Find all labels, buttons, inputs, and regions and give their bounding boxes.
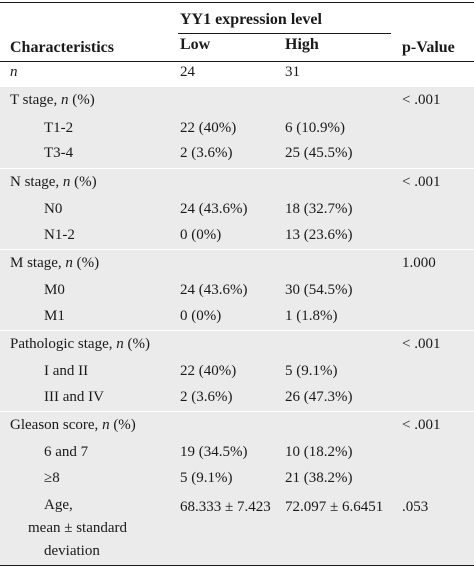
row-label: N0 [44, 201, 63, 217]
group-m-stage: M stage, n (%) 1.000 M0 24 (43.6%) 30 (5… [0, 249, 474, 330]
cell-low: 68.333 ± 7.423 [180, 499, 271, 515]
row-label: M1 [44, 308, 65, 324]
row-label: ≥8 [44, 470, 60, 486]
cell-pvalue: < .001 [402, 92, 441, 108]
group-n-stage: N stage, n (%) < .001 N0 24 (43.6%) 18 (… [0, 168, 474, 249]
cell-low: 24 [180, 64, 195, 80]
bottom-rule [0, 565, 474, 566]
cell-pvalue: < .001 [402, 174, 441, 190]
row-label: Pathologic stage, n (%) [10, 336, 150, 352]
cell-low: 0 (0%) [180, 227, 222, 243]
cell-high: 31 [285, 64, 300, 80]
group-rule [178, 33, 391, 34]
row-label: 6 and 7 [44, 444, 89, 460]
row-label: T3-4 [44, 145, 74, 161]
cell-high: 21 (38.2%) [285, 470, 353, 486]
cell-high: 10 (18.2%) [285, 444, 353, 460]
cell-pvalue: < .001 [402, 417, 441, 433]
cell-pvalue: 1.000 [402, 255, 436, 271]
row-label: I and II [44, 363, 89, 379]
cell-low: 24 (43.6%) [180, 201, 248, 217]
cell-high: 6 (10.9%) [285, 120, 345, 136]
cell-low: 0 (0%) [180, 308, 222, 324]
row-label: T stage, n (%) [10, 92, 95, 108]
cell-high: 18 (32.7%) [285, 201, 353, 217]
group-gleason-score: Gleason score, n (%) < .001 6 and 7 19 (… [0, 411, 474, 565]
cell-low: 2 (3.6%) [180, 145, 233, 161]
cell-high: 30 (54.5%) [285, 282, 353, 298]
group-t-stage: T stage, n (%) < .001 T1-2 22 (40%) 6 (1… [0, 87, 474, 169]
table-row: n 24 31 [0, 62, 474, 87]
col-high: High [285, 36, 319, 53]
cell-high: 13 (23.6%) [285, 227, 353, 243]
row-label: N stage, n (%) [10, 174, 97, 190]
group-pathologic-stage: Pathologic stage, n (%) < .001 I and II … [0, 330, 474, 411]
age-label-line3: deviation [44, 543, 100, 559]
cell-low: 2 (3.6%) [180, 389, 233, 405]
row-label: M stage, n (%) [10, 255, 100, 271]
col-characteristics: Characteristics [10, 39, 114, 56]
col-low: Low [180, 36, 211, 53]
cell-low: 19 (34.5%) [180, 444, 248, 460]
cell-low: 22 (40%) [180, 120, 237, 136]
row-label: N1-2 [44, 227, 75, 243]
group-title: YY1 expression level [180, 11, 322, 28]
age-label-line1: Age, [44, 497, 73, 513]
row-label: Gleason score, n (%) [10, 417, 136, 433]
table-header: YY1 expression level Characteristics Low… [0, 0, 474, 62]
cell-pvalue: .053 [402, 499, 429, 515]
cell-high: 5 (9.1%) [285, 363, 338, 379]
row-label: M0 [44, 282, 65, 298]
row-label: III and IV [44, 389, 104, 405]
age-label-line2: mean ± standard [28, 520, 128, 536]
cell-high: 25 (45.5%) [285, 145, 353, 161]
cell-low: 5 (9.1%) [180, 470, 233, 486]
cell-pvalue: < .001 [402, 336, 441, 352]
cell-high: 26 (47.3%) [285, 389, 353, 405]
cell-low: 22 (40%) [180, 363, 237, 379]
row-label: n [10, 64, 18, 80]
top-rule [0, 2, 474, 3]
cell-low: 24 (43.6%) [180, 282, 248, 298]
cell-high: 72.097 ± 6.6451 [285, 499, 384, 515]
header-rule [0, 61, 474, 62]
col-pvalue: p-Value [402, 39, 455, 56]
cell-high: 1 (1.8%) [285, 308, 338, 324]
row-label: T1-2 [44, 120, 74, 136]
